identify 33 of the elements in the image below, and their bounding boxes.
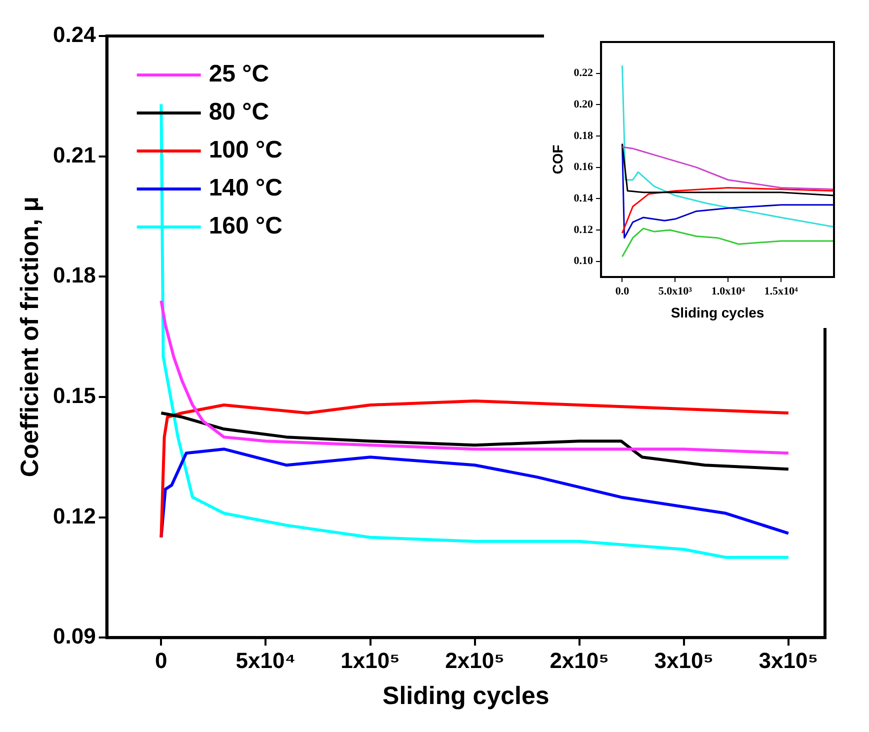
x-axis-title: Sliding cycles [382,682,550,710]
y-tick-label: 0.20 [574,98,594,111]
x-tick-label: 5x10⁴ [236,648,296,673]
legend-label: 100 °C [208,136,282,164]
y-tick-label: 0.09 [52,624,96,649]
y-tick-label: 0.10 [574,255,594,268]
x-axis-title: Sliding cycles [670,304,764,320]
x-tick-label: 5.0x10³ [658,285,693,298]
y-axis-title: COF [549,144,566,174]
x-tick-label: 1.0x10⁴ [711,285,746,298]
x-tick-label: 2x10⁵ [445,648,504,673]
y-tick-label: 0.21 [52,142,96,168]
x-tick-label: 0 [155,648,168,673]
y-tick-label: 0.14 [574,192,594,205]
legend-label: 140 °C [208,174,282,202]
legend-label: 80 °C [208,98,270,126]
x-tick-label: 3x10⁵ [654,648,714,673]
y-tick-label: 0.24 [52,22,97,48]
legend-label: 25 °C [208,60,270,88]
x-tick-label: 0.0 [615,285,630,298]
x-tick-label: 3x10⁵ [758,648,818,673]
x-tick-label: 2x10⁵ [550,648,609,673]
y-tick-label: 0.22 [574,67,594,80]
y-tick-label: 0.18 [574,130,594,142]
y-tick-label: 0.18 [52,262,96,288]
x-tick-label: 1x10⁵ [340,648,400,673]
legend-label: 160 °C [208,212,282,240]
y-tick-label: 0.12 [574,224,594,236]
y-tick-label: 0.15 [52,383,96,408]
y-axis-title: Coefficient of friction, μ [16,196,44,478]
y-tick-label: 0.12 [52,503,96,528]
x-tick-label: 1.5x10⁴ [764,285,799,298]
y-tick-label: 0.16 [574,161,594,174]
